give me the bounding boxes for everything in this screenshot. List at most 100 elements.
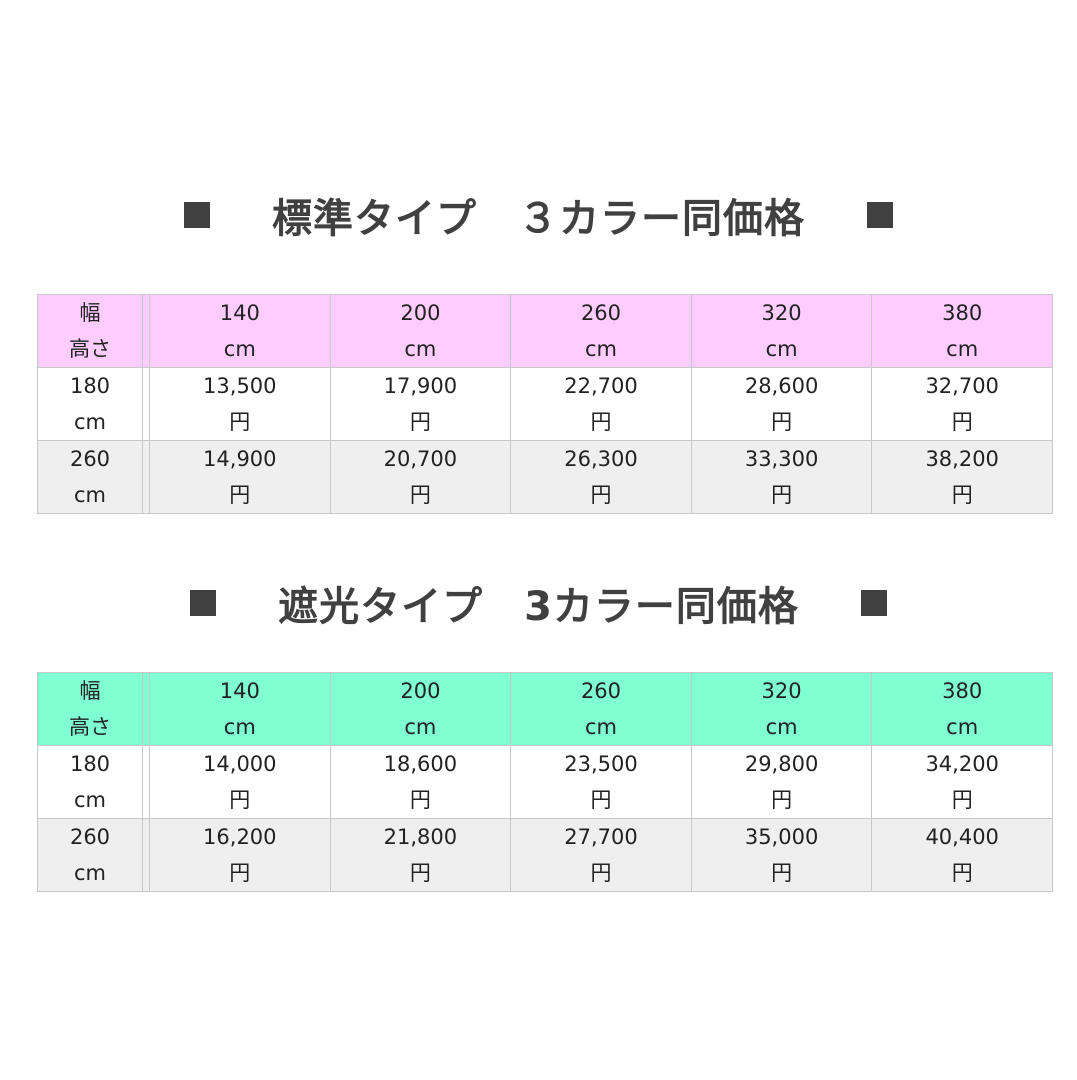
currency: 円 — [951, 410, 973, 434]
currency: 円 — [590, 410, 612, 434]
price-value: 23,500 — [564, 752, 638, 776]
width-header: 260 cm — [510, 672, 692, 746]
unit: cm — [73, 861, 106, 885]
header-row: 幅高さ 140 cm 200 cm 260 cm 320 cm 380 cm — [37, 672, 1053, 746]
unit: cm — [223, 715, 256, 739]
height-value: 260 — [69, 447, 111, 471]
spacer-cell — [142, 672, 150, 746]
height-cell: 260 cm — [37, 440, 143, 514]
price-cell: 22,700 円 — [510, 367, 692, 441]
price-cell: 35,000 円 — [690, 818, 873, 892]
width-header: 200 cm — [329, 294, 512, 368]
width-label: 幅 — [79, 301, 101, 325]
height-value: 180 — [69, 752, 111, 776]
header-row: 幅高さ 140 cm 200 cm 260 cm 320 cm 380 cm — [37, 294, 1053, 368]
price-table: 幅高さ 140 cm 200 cm 260 cm 320 cm 380 cm 180 cm 14,000 円… — [37, 672, 1053, 892]
unit: cm — [584, 715, 617, 739]
square-bullet-icon — [867, 202, 893, 228]
price-cell: 14,000 円 — [149, 745, 331, 819]
price-cell: 18,600 円 — [329, 745, 512, 819]
spacer-cell — [142, 367, 150, 441]
width-header: 320 cm — [690, 672, 873, 746]
unit: cm — [223, 337, 256, 361]
price-value: 34,200 — [925, 752, 999, 776]
unit: cm — [946, 337, 979, 361]
currency: 円 — [409, 861, 431, 885]
spacer-cell — [142, 818, 150, 892]
currency: 円 — [409, 788, 431, 812]
width-value: 260 — [580, 679, 622, 703]
price-value: 14,000 — [203, 752, 277, 776]
price-value: 33,300 — [744, 447, 819, 471]
currency: 円 — [590, 861, 612, 885]
price-value: 22,700 — [564, 374, 638, 398]
width-label: 幅 — [79, 679, 101, 703]
width-value: 200 — [400, 679, 441, 703]
price-value: 32,700 — [925, 374, 999, 398]
width-value: 140 — [219, 301, 260, 325]
width-header: 320 cm — [690, 294, 873, 368]
price-value: 14,900 — [203, 447, 277, 471]
width-value: 260 — [580, 301, 622, 325]
width-value: 140 — [219, 679, 260, 703]
price-cell: 28,600 円 — [690, 367, 873, 441]
currency: 円 — [771, 483, 793, 507]
price-cell: 16,200 円 — [149, 818, 331, 892]
unit: cm — [765, 715, 798, 739]
unit: cm — [73, 788, 106, 812]
section-title: 遮光タイプ 3カラー同価格 — [0, 573, 1077, 633]
spacer-cell — [142, 440, 150, 514]
corner-cell: 幅高さ — [37, 294, 143, 368]
currency: 円 — [229, 788, 251, 812]
width-header: 140 cm — [149, 672, 331, 746]
width-value: 380 — [942, 679, 983, 703]
height-label: 高さ — [69, 337, 111, 361]
unit: cm — [404, 337, 437, 361]
price-value: 16,200 — [203, 825, 277, 849]
price-value: 40,400 — [925, 825, 999, 849]
price-value: 27,700 — [564, 825, 638, 849]
price-value: 26,300 — [564, 447, 638, 471]
height-cell: 180 cm — [37, 367, 143, 441]
spacer-cell — [142, 745, 150, 819]
price-cell: 33,300 円 — [690, 440, 873, 514]
currency: 円 — [409, 483, 431, 507]
currency: 円 — [771, 861, 793, 885]
height-cell: 180 cm — [37, 745, 143, 819]
price-value: 17,900 — [383, 374, 458, 398]
currency: 円 — [590, 483, 612, 507]
height-value: 180 — [69, 374, 111, 398]
width-value: 380 — [942, 301, 983, 325]
width-value: 320 — [761, 301, 802, 325]
unit: cm — [73, 483, 106, 507]
section-title-text: 標準タイプ ３カラー同価格 — [272, 196, 805, 242]
price-cell: 40,400 円 — [871, 818, 1053, 892]
currency: 円 — [229, 861, 251, 885]
price-cell: 29,800 円 — [690, 745, 873, 819]
width-header: 140 cm — [149, 294, 331, 368]
height-label: 高さ — [69, 715, 111, 739]
currency: 円 — [951, 861, 973, 885]
width-value: 320 — [761, 679, 802, 703]
table-row: 180 cm 14,000 円 18,600 円 23,500 円 29,800 円 34,200 円 — [37, 745, 1053, 819]
price-value: 35,000 — [744, 825, 819, 849]
price-cell: 14,900 円 — [149, 440, 331, 514]
unit: cm — [584, 337, 617, 361]
section-title-text: 遮光タイプ 3カラー同価格 — [278, 584, 799, 630]
price-cell: 17,900 円 — [329, 367, 512, 441]
price-value: 18,600 — [383, 752, 458, 776]
currency: 円 — [590, 788, 612, 812]
currency: 円 — [229, 410, 251, 434]
price-table: 幅高さ 140 cm 200 cm 260 cm 320 cm 380 cm 180 cm 13,500 円… — [37, 294, 1053, 514]
currency: 円 — [951, 483, 973, 507]
unit: cm — [404, 715, 437, 739]
price-cell: 26,300 円 — [510, 440, 692, 514]
price-cell: 13,500 円 — [149, 367, 331, 441]
price-value: 28,600 — [744, 374, 819, 398]
height-value: 260 — [69, 825, 111, 849]
width-header: 260 cm — [510, 294, 692, 368]
price-cell: 34,200 円 — [871, 745, 1053, 819]
price-cell: 21,800 円 — [329, 818, 512, 892]
price-value: 20,700 — [383, 447, 458, 471]
price-value: 38,200 — [925, 447, 999, 471]
